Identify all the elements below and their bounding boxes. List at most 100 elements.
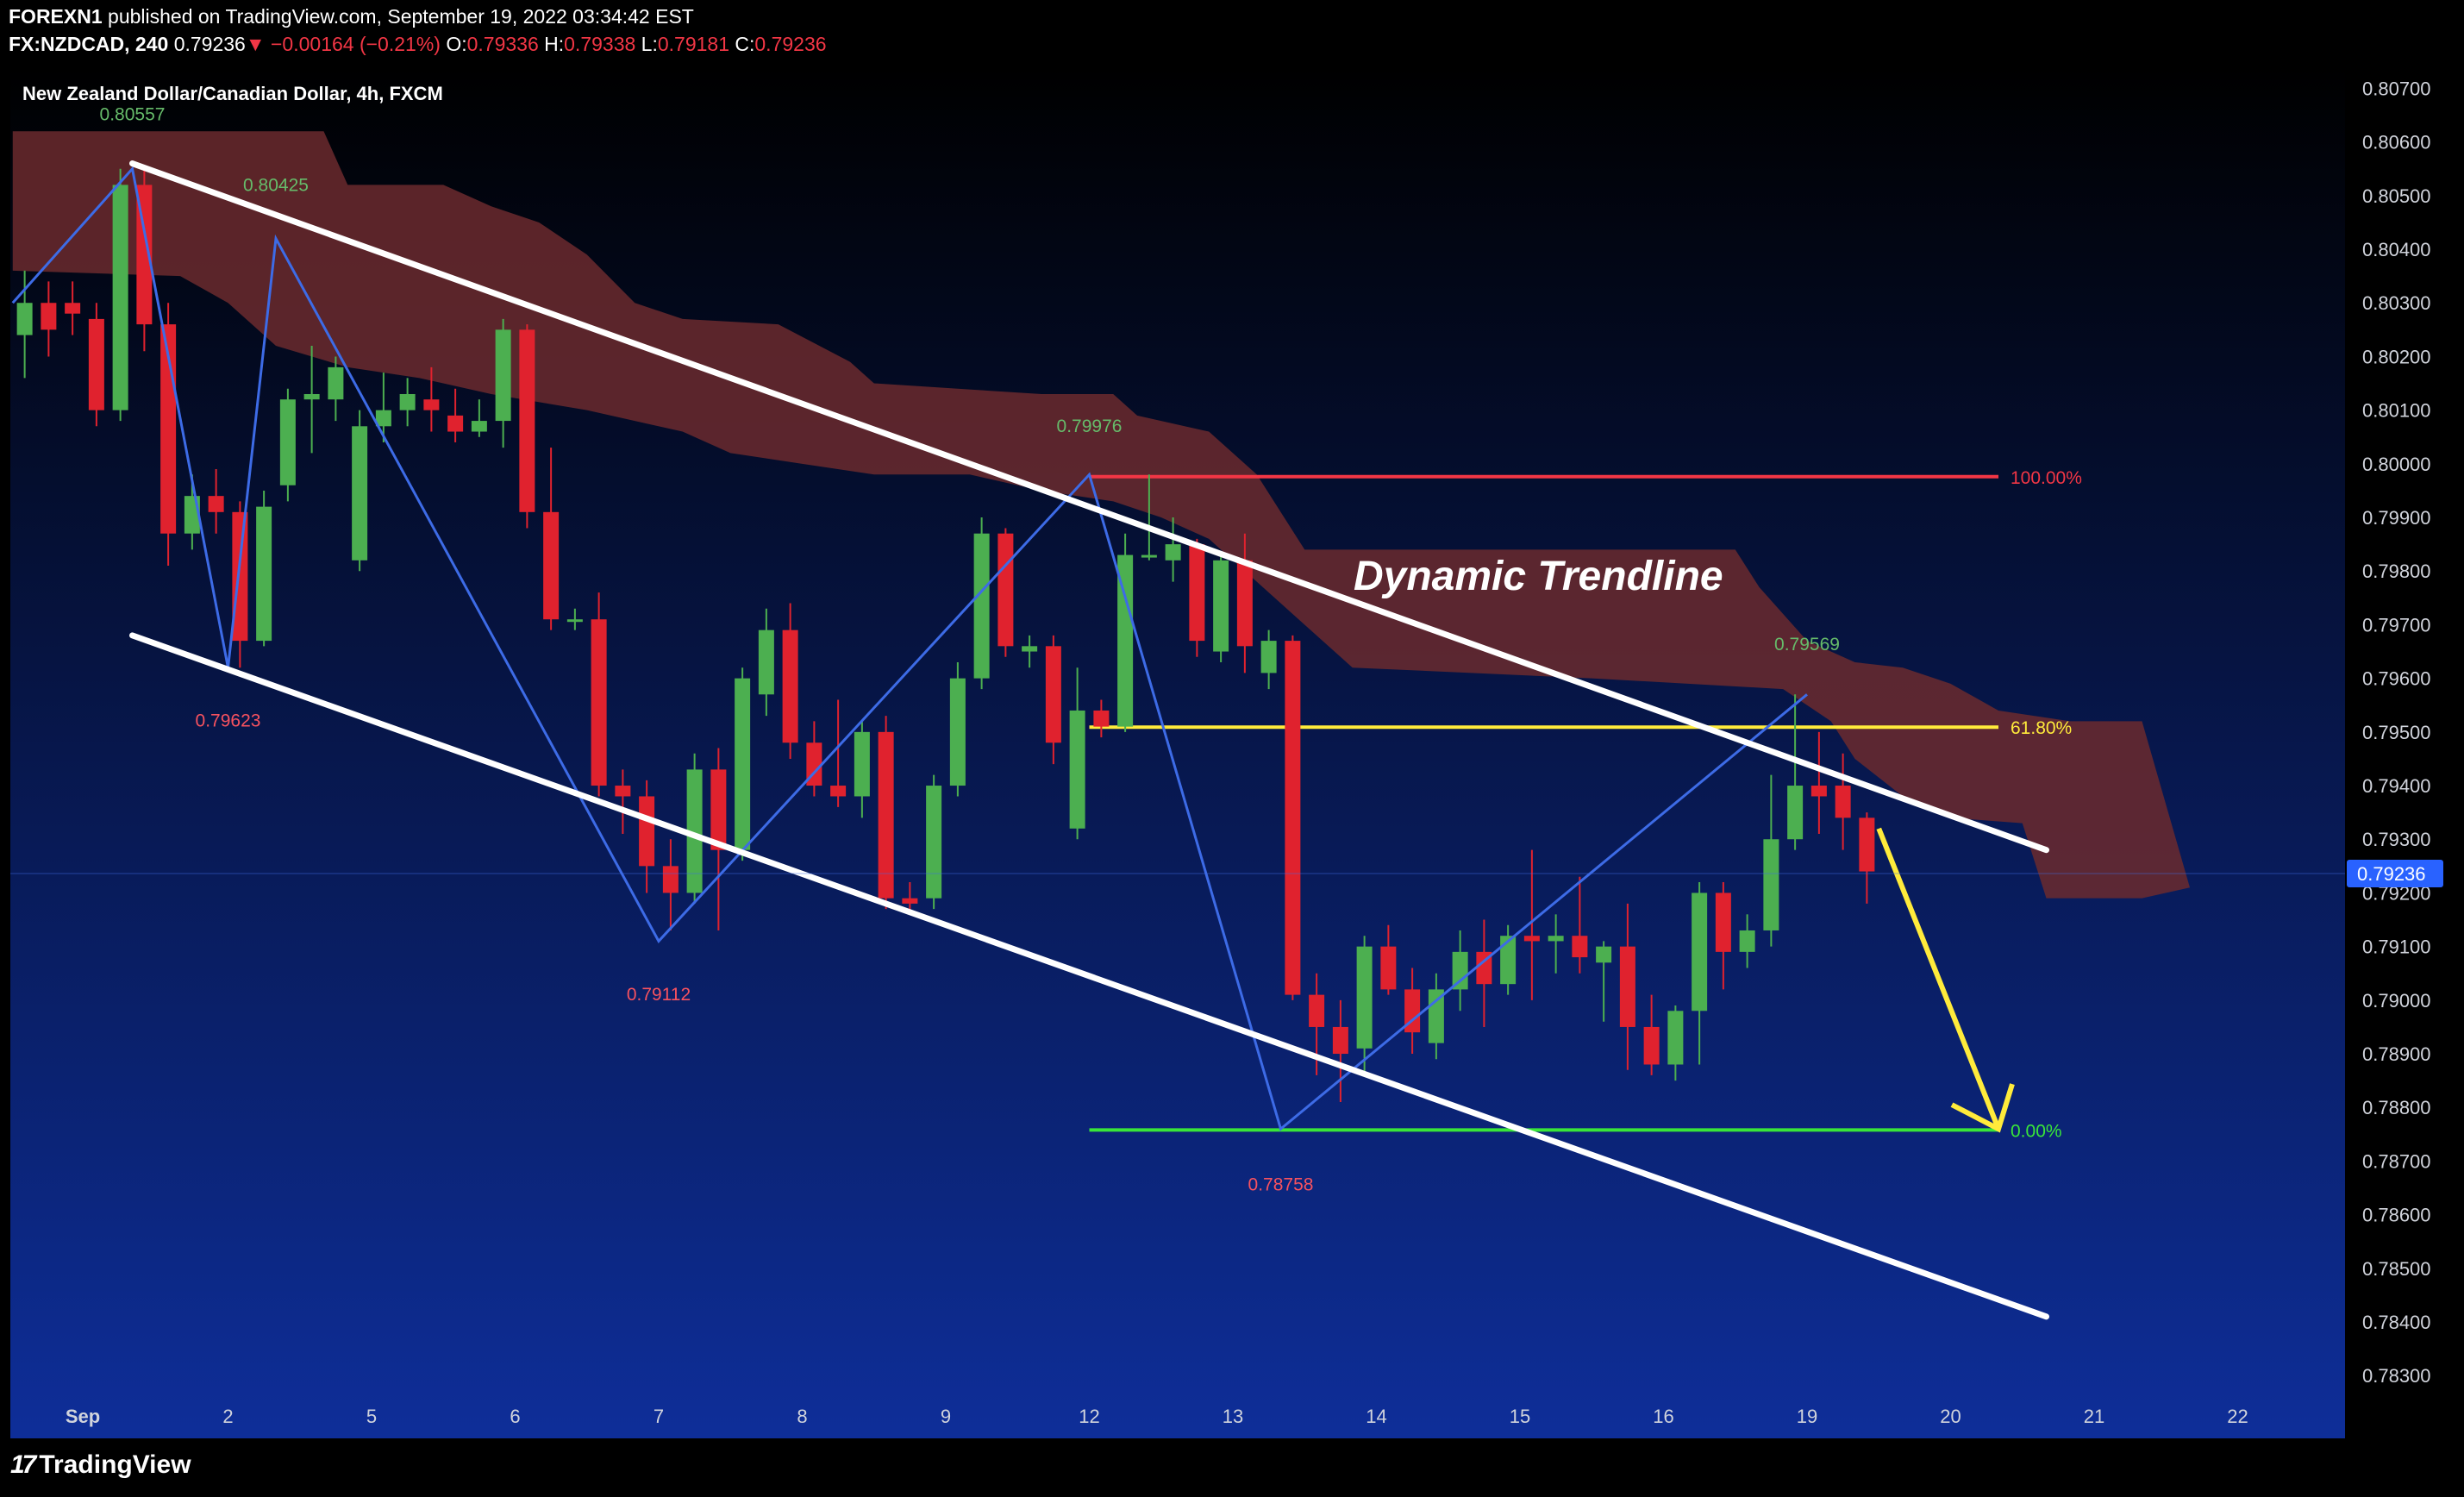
- symbol-name[interactable]: FX:NZDCAD, 240: [9, 33, 169, 55]
- candle-body: [543, 511, 560, 620]
- candle-body: [710, 769, 727, 850]
- pivot-label: 0.80425: [243, 175, 309, 195]
- candle-body: [65, 303, 81, 314]
- symbol-info: FX:NZDCAD, 240 0.79236▼ −0.00164 (−0.21%…: [9, 33, 827, 56]
- time-tick-label: 8: [797, 1406, 807, 1427]
- candle-body: [232, 511, 248, 642]
- candle-body: [399, 393, 416, 410]
- candle-body: [591, 619, 607, 786]
- price-tick-label: 0.79400: [2362, 775, 2431, 797]
- candle-body: [1667, 1011, 1684, 1065]
- candle-body: [878, 731, 894, 899]
- price-tick-label: 0.79500: [2362, 722, 2431, 743]
- candle-body: [758, 629, 774, 695]
- tradingview-logo[interactable]: 17 TradingView: [10, 1450, 191, 1480]
- price-axis: [2345, 67, 2464, 1438]
- price-tick-label: 0.79700: [2362, 614, 2431, 636]
- candle-body: [375, 410, 391, 427]
- price-tick-label: 0.79600: [2362, 668, 2431, 690]
- candle-body: [279, 399, 296, 485]
- publish-text: published on TradingView.com, September …: [102, 5, 694, 28]
- last-price: 0.79236: [173, 33, 246, 55]
- candle-body: [447, 415, 464, 432]
- price-tick-label: 0.78900: [2362, 1043, 2431, 1065]
- candle-body: [1189, 544, 1205, 642]
- upper-trendline: [129, 160, 2049, 854]
- candle-body: [136, 185, 153, 325]
- fib-level-label: 100.00%: [2011, 468, 2082, 488]
- close-label: C:: [735, 33, 755, 55]
- candle-body: [902, 898, 918, 904]
- pivot-label: 0.78758: [1248, 1174, 1314, 1194]
- tradingview-logo-icon: 17: [10, 1450, 36, 1479]
- fib-level-label: 0.00%: [2011, 1121, 2062, 1141]
- candle-body: [566, 619, 583, 623]
- candle-body: [686, 769, 703, 893]
- candle-body: [1548, 936, 1564, 942]
- candle-body: [1141, 554, 1157, 558]
- candle-body: [1596, 946, 1612, 963]
- candle-body: [1045, 646, 1061, 743]
- time-tick-label: 19: [1797, 1406, 1817, 1427]
- close-value: 0.79236: [754, 33, 827, 55]
- candle-body: [1763, 839, 1779, 930]
- time-tick-label: 7: [654, 1406, 664, 1427]
- candle-body: [303, 393, 320, 400]
- time-tick-label: 13: [1223, 1406, 1243, 1427]
- candle-body: [662, 866, 679, 893]
- price-tick-label: 0.79800: [2362, 561, 2431, 582]
- candle-body: [471, 421, 487, 432]
- price-tick-label: 0.78500: [2362, 1258, 2431, 1280]
- candle-body: [495, 329, 511, 422]
- candle-body: [423, 399, 440, 410]
- price-tick-label: 0.80400: [2362, 239, 2431, 260]
- candle-body: [806, 742, 822, 786]
- last-price-badge: [2347, 860, 2443, 888]
- candle-body: [1236, 560, 1253, 647]
- lower-trendline: [129, 632, 2049, 1320]
- zigzag-line: [11, 166, 1808, 1131]
- high-value: 0.79338: [564, 33, 636, 55]
- price-tick-label: 0.78400: [2362, 1312, 2431, 1333]
- candle-body: [1835, 786, 1851, 818]
- publish-info: FOREXN1 published on TradingView.com, Se…: [9, 5, 694, 28]
- chart-title: New Zealand Dollar/Canadian Dollar, 4h, …: [22, 83, 443, 104]
- publisher-name[interactable]: FOREXN1: [9, 5, 103, 28]
- price-tick-label: 0.79000: [2362, 990, 2431, 1012]
- candle-body: [1500, 936, 1517, 985]
- time-tick-label: 12: [1079, 1406, 1099, 1427]
- candle-body: [1452, 951, 1468, 990]
- price-tick-label: 0.78700: [2362, 1150, 2431, 1172]
- pivot-label: 0.79112: [627, 985, 691, 1005]
- price-tick-label: 0.80000: [2362, 454, 2431, 475]
- chart-canvas[interactable]: 100.00% 61.80% 0.00% 0.80557 0.80425 0.79623…: [0, 0, 2464, 1438]
- candle-body: [1572, 936, 1588, 958]
- footer: 17 TradingView: [0, 1438, 2464, 1497]
- time-tick-label: 5: [366, 1406, 377, 1427]
- pivot-label: 0.79976: [1057, 417, 1123, 436]
- candle-body: [519, 329, 535, 512]
- candle-body: [1787, 786, 1804, 840]
- price-tick-label: 0.79900: [2362, 507, 2431, 529]
- dynamic-trendline-annotation: Dynamic Trendline: [1354, 554, 1723, 599]
- candle-body: [112, 185, 128, 410]
- candle-body: [1859, 817, 1875, 872]
- candle-body: [1476, 951, 1492, 985]
- time-tick-label: 21: [2084, 1406, 2104, 1427]
- candle-body: [16, 303, 33, 335]
- time-tick-label: Sep: [66, 1406, 100, 1427]
- down-arrow-icon: ▼: [245, 33, 266, 55]
- footer-brand: TradingView: [39, 1450, 191, 1479]
- candle-body: [782, 629, 798, 743]
- time-tick-label: 16: [1653, 1406, 1673, 1427]
- candle-body: [1810, 786, 1827, 797]
- candle-body: [1619, 946, 1635, 1027]
- candle-body: [1309, 994, 1325, 1027]
- price-tick-label: 0.80100: [2362, 400, 2431, 422]
- candle-body: [1523, 936, 1540, 942]
- candle-body: [1692, 893, 1708, 1012]
- open-value: 0.79336: [466, 33, 539, 55]
- candle-body: [854, 731, 870, 797]
- candle-body: [1404, 989, 1421, 1033]
